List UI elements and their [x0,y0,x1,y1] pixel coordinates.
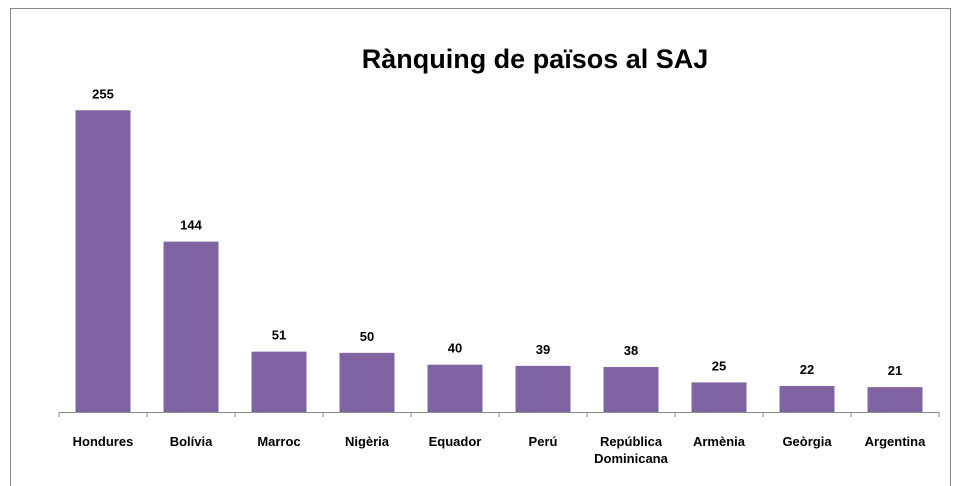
value-label: 39 [536,342,550,357]
value-label: 50 [360,329,374,344]
x-tick-label: Armènia [692,434,746,449]
x-tick-label: Bolívia [169,434,213,449]
bar [75,110,131,412]
x-tick-label: Geòrgia [782,434,832,449]
value-label: 21 [888,363,902,378]
x-tick-label: Perú [528,434,558,449]
bar [339,352,395,412]
bar [515,365,571,412]
value-label: 25 [712,358,726,373]
value-label: 51 [272,328,286,343]
x-tick-label: República Dominicana [594,434,668,466]
value-label: 38 [624,343,638,358]
bar [691,382,747,412]
bar [163,241,219,412]
bar [251,351,307,412]
x-tick-label: Marroc [257,434,301,449]
x-tick-label: Argentina [864,434,926,449]
bar [427,364,483,412]
value-label: 255 [92,86,114,101]
bar [867,387,923,412]
x-tick-label: Hondures [72,434,134,449]
chart-frame [10,8,951,486]
bar [603,367,659,412]
chart-title: Rànquing de països al SAJ [362,44,709,74]
x-tick-label: Nigèria [344,434,390,449]
x-tick-label: Equador [428,434,482,449]
value-label: 22 [800,362,814,377]
value-label: 144 [180,218,202,233]
value-label: 40 [448,341,462,356]
bar [779,385,835,412]
